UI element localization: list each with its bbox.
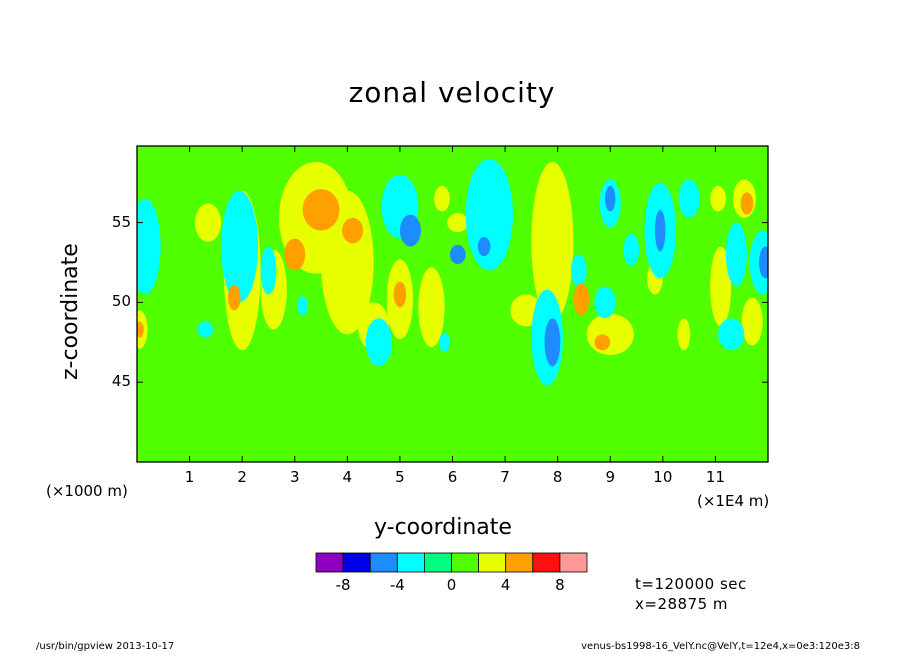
colorbar-tick-label: 0 bbox=[446, 576, 457, 594]
time-label: t=120000 sec bbox=[635, 575, 747, 593]
contour-features bbox=[137, 158, 768, 386]
negative-contour-region bbox=[678, 179, 700, 218]
negative-contour-region bbox=[623, 233, 640, 266]
x-tick-label: 9 bbox=[605, 468, 616, 486]
positive-contour-region bbox=[573, 283, 590, 316]
footer-right: venus-bs1998-16_VelY.nc@VelY,t=12e4,x=0e… bbox=[581, 641, 860, 652]
x-tick-label: 11 bbox=[705, 468, 725, 486]
negative-contour-region bbox=[439, 332, 450, 352]
x-unit-left: (×1000 m) bbox=[46, 482, 128, 500]
colorbar-swatch bbox=[451, 552, 480, 573]
positive-contour-region bbox=[342, 217, 364, 244]
positive-contour-region bbox=[418, 267, 445, 348]
positive-contour-region bbox=[531, 161, 574, 322]
colorbar-swatch bbox=[505, 552, 534, 573]
negative-contour-region bbox=[137, 198, 161, 295]
negative-contour-region bbox=[477, 236, 491, 257]
negative-contour-region bbox=[544, 318, 561, 367]
x-tick-label: 7 bbox=[500, 468, 510, 486]
x-tick-label: 8 bbox=[552, 468, 563, 486]
negative-contour-region bbox=[465, 158, 513, 271]
negative-contour-region bbox=[718, 318, 745, 351]
colorbar-swatch bbox=[478, 552, 507, 573]
colorbar-swatch bbox=[532, 552, 561, 573]
positive-contour-region bbox=[284, 238, 306, 271]
colorbar-tick-label: 4 bbox=[500, 576, 511, 594]
positive-contour-region bbox=[710, 246, 732, 327]
y-axis-label: z-coordinate bbox=[58, 243, 83, 380]
positive-contour-region bbox=[434, 185, 450, 212]
negative-contour-region bbox=[604, 185, 616, 212]
negative-contour-region bbox=[221, 190, 258, 303]
positive-contour-region bbox=[740, 192, 754, 215]
positive-contour-region bbox=[227, 284, 241, 311]
x-tick-label: 2 bbox=[237, 468, 247, 486]
chart-title: zonal velocity bbox=[348, 76, 556, 109]
axis-ticks bbox=[137, 146, 768, 462]
positive-contour-region bbox=[194, 203, 222, 242]
positive-contour-region bbox=[741, 297, 763, 346]
x-axis-label: y-coordinate bbox=[374, 515, 512, 540]
colorbar-tick-label: 8 bbox=[555, 576, 565, 594]
colorbar-swatch bbox=[369, 552, 398, 573]
negative-contour-region bbox=[399, 214, 421, 247]
colorbar bbox=[315, 552, 588, 573]
negative-contour-region bbox=[197, 321, 214, 338]
positive-contour-region bbox=[137, 321, 144, 338]
negative-contour-region bbox=[449, 244, 466, 265]
x-tick-label: 1 bbox=[184, 468, 195, 486]
x-tick-label: 5 bbox=[395, 468, 405, 486]
y-tick-label: 50 bbox=[111, 292, 131, 311]
negative-contour-region bbox=[570, 254, 587, 287]
negative-contour-region bbox=[594, 286, 616, 319]
x-unit-right: (×1E4 m) bbox=[697, 492, 770, 510]
x-tick-label: 4 bbox=[342, 468, 353, 486]
colorbar-tick-label: -4 bbox=[389, 576, 405, 594]
colorbar-tick-label: -8 bbox=[335, 576, 351, 594]
colorbar-swatch bbox=[315, 552, 344, 573]
colorbar-swatch bbox=[559, 552, 588, 573]
positive-contour-region bbox=[393, 281, 407, 308]
x-tick-label: 6 bbox=[447, 468, 458, 486]
positive-contour-region bbox=[447, 213, 469, 233]
positive-contour-region bbox=[710, 185, 726, 212]
positive-contour-region bbox=[302, 189, 340, 231]
footer-left: /usr/bin/gpview 2013-10-17 bbox=[36, 641, 175, 652]
negative-contour-region bbox=[260, 246, 277, 295]
negative-contour-region bbox=[365, 318, 393, 367]
positive-contour-region bbox=[586, 313, 634, 356]
y-tick-label: 55 bbox=[111, 212, 131, 231]
positive-contour-region bbox=[677, 318, 691, 351]
negative-contour-region bbox=[725, 222, 747, 287]
colorbar-swatch bbox=[396, 552, 425, 573]
negative-contour-region bbox=[749, 230, 768, 295]
x-tick-label: 10 bbox=[653, 468, 673, 486]
positive-contour-region bbox=[594, 334, 611, 351]
y-tick-label: 45 bbox=[111, 372, 131, 391]
negative-contour-region bbox=[654, 209, 666, 252]
colorbar-swatch bbox=[423, 552, 452, 573]
position-label: x=28875 m bbox=[635, 595, 729, 613]
negative-contour-region bbox=[297, 296, 308, 316]
x-tick-label: 3 bbox=[289, 468, 300, 486]
negative-contour-region bbox=[759, 246, 768, 279]
colorbar-swatch bbox=[342, 552, 371, 573]
